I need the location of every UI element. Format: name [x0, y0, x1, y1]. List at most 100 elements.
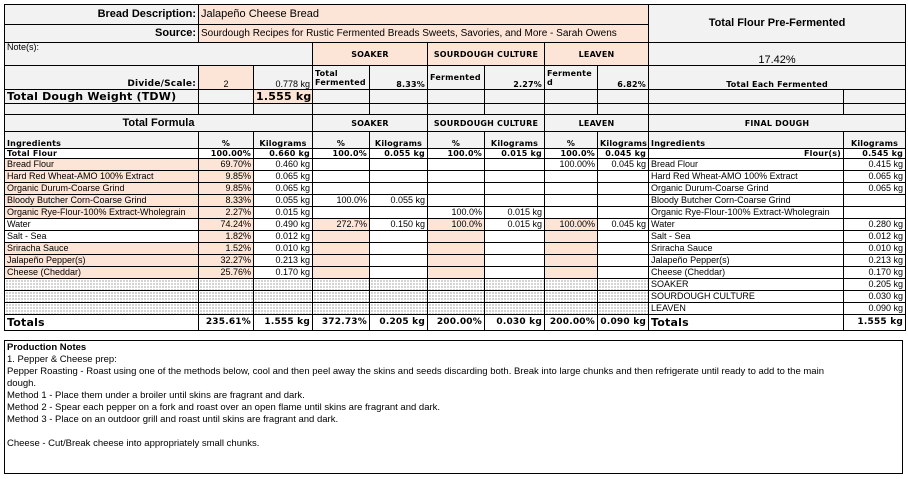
- soaker-fermented-pct: 8.33%: [369, 65, 428, 90]
- total-kg: 0.065 kg: [253, 182, 313, 195]
- soaker-pct: [312, 170, 370, 183]
- soaker-kg: [369, 242, 428, 255]
- production-notes[interactable]: Production Notes 1. Pepper & Cheese prep…: [4, 340, 903, 474]
- sourdough-pct-input[interactable]: [427, 254, 485, 267]
- total-kg: 0.015 kg: [253, 206, 313, 219]
- blank-cell: [596, 278, 650, 291]
- soaker-kg: [369, 182, 428, 195]
- leaven-kg: [596, 230, 650, 243]
- column-header-leaven-kg: Kilograms: [596, 131, 650, 149]
- ingredient-name-input[interactable]: Organic Rye-Flour-100% Extract-Wholegrai…: [4, 206, 199, 219]
- ingredient-name-input[interactable]: Jalapeño Pepper(s): [4, 254, 199, 267]
- blank-cell: [369, 278, 428, 291]
- total-kg: 0.055 kg: [253, 194, 313, 207]
- total-pct-input[interactable]: 69.70%: [198, 158, 254, 171]
- production-note-line: dough.: [7, 378, 37, 389]
- production-note-line: 1. Pepper & Cheese prep:: [7, 354, 117, 365]
- leaven-kg: 0.090 kg: [596, 314, 650, 331]
- final-ingredient-name: Jalapeño Pepper(s): [648, 254, 845, 267]
- leaven-kg: [596, 182, 650, 195]
- column-header-soaker-kg: Kilograms: [369, 131, 428, 149]
- leaven-pct-input[interactable]: [544, 230, 598, 243]
- total-kg: 0.010 kg: [253, 242, 313, 255]
- source-input[interactable]: Sourdough Recipes for Rustic Fermented B…: [197, 24, 650, 43]
- final-kg: [843, 206, 907, 219]
- soaker-pct-input[interactable]: [312, 266, 370, 279]
- leaven-kg: [596, 170, 650, 183]
- final-kg: 0.012 kg: [843, 230, 907, 243]
- total-pct-input[interactable]: 32.27%: [198, 254, 254, 267]
- production-note-line: Method 3 - Place on an outdoor grill and…: [7, 414, 339, 425]
- leaven-section-header: LEAVEN: [543, 114, 650, 132]
- total-pct-input[interactable]: 1.52%: [198, 242, 254, 255]
- leaven-pct: [544, 206, 598, 219]
- soaker-pct: [312, 206, 370, 219]
- blank-cell: [427, 278, 485, 291]
- total-pct-input[interactable]: 74.24%: [198, 218, 254, 231]
- sourdough-pct-input[interactable]: [427, 230, 485, 243]
- soaker-pct-input[interactable]: [312, 230, 370, 243]
- sourdough-culture-header: SOURDOUGH CULTURE: [427, 42, 545, 66]
- sourdough-kg: [484, 170, 545, 183]
- ingredient-name-input[interactable]: Sriracha Sauce: [4, 242, 199, 255]
- soaker-pct: 372.73%: [312, 314, 370, 331]
- ingredient-name: Salt - Sea: [4, 230, 199, 243]
- blank-cell: [596, 302, 650, 315]
- ingredient-name-input[interactable]: Organic Durum-Coarse Grind: [4, 182, 199, 195]
- column-header-ingredient-name: Ingredients: [4, 131, 199, 149]
- total-kg: 1.555 kg: [253, 314, 313, 331]
- sourdough-kg: 0.015 kg: [484, 206, 545, 219]
- soaker-pct-input[interactable]: [312, 242, 370, 255]
- total-kg: 0.460 kg: [253, 158, 313, 171]
- soaker-kg: 0.055 kg: [369, 194, 428, 207]
- bread-description-input[interactable]: Jalapeño Cheese Bread: [197, 4, 650, 25]
- ingredient-name-input[interactable]: Bloody Butcher Corn-Coarse Grind: [4, 194, 199, 207]
- blank-cell: [369, 302, 428, 315]
- blank-cell: [253, 290, 313, 303]
- ingredient-name-input[interactable]: Bread Flour: [4, 158, 199, 171]
- total-pct-input[interactable]: 1.82%: [198, 230, 254, 243]
- leaven-pct-input[interactable]: 100.00%: [544, 218, 598, 231]
- leaven-pct-input[interactable]: [544, 242, 598, 255]
- total-pct-input[interactable]: 25.76%: [198, 266, 254, 279]
- final-kg: 0.065 kg: [843, 182, 907, 195]
- notes-label[interactable]: Note(s):: [4, 42, 313, 66]
- ingredient-name-input[interactable]: Cheese (Cheddar): [4, 266, 199, 279]
- total-pct-input[interactable]: 9.85%: [198, 182, 254, 195]
- total-pct-input[interactable]: 2.27%: [198, 206, 254, 219]
- ingredient-row: Organic Durum-Coarse Grind 9.85% 0.065 kg O…: [4, 182, 907, 195]
- blank-cell: [544, 290, 598, 303]
- leaven-pct-input[interactable]: [544, 266, 598, 279]
- final-ingredient-name: Totals: [648, 314, 845, 331]
- total-pct-input[interactable]: 8.33%: [198, 194, 254, 207]
- total-kg: 0.170 kg: [253, 266, 313, 279]
- leaven-pct: 100.0%: [544, 148, 598, 159]
- divide-scale-input[interactable]: 2: [198, 65, 254, 90]
- final-ingredient-name: Sriracha Sauce: [648, 242, 845, 255]
- total-flour-prefermented-value: 17.42%: [648, 42, 907, 66]
- production-notes-title: Production Notes: [7, 342, 87, 353]
- tdw-input[interactable]: 1.555 kg: [253, 89, 313, 104]
- final-preferment-name: SOURDOUGH CULTURE: [648, 290, 845, 303]
- soaker-pct-input[interactable]: [312, 254, 370, 267]
- blank-cell: [484, 278, 545, 291]
- blank-cell: [484, 290, 545, 303]
- tdw-label: Total Dough Weight (TDW): [4, 89, 199, 104]
- sourdough-pct-input[interactable]: [427, 242, 485, 255]
- final-ingredient-name: Water: [648, 218, 845, 231]
- soaker-pct: 100.0%: [312, 148, 370, 159]
- soaker-pct-input[interactable]: 272.7%: [312, 218, 370, 231]
- sourdough-pct-input[interactable]: [427, 266, 485, 279]
- leaven-pct-input[interactable]: [544, 254, 598, 267]
- soaker-fermented-label: Total Fermented: [312, 65, 370, 90]
- total-kg: 0.660 kg: [253, 148, 313, 159]
- leaven-kg: [596, 194, 650, 207]
- ingredient-name-input[interactable]: Hard Red Wheat-AMO 100% Extract: [4, 170, 199, 183]
- total-pct-input[interactable]: 9.85%: [198, 170, 254, 183]
- ingredient-row: Bloody Butcher Corn-Coarse Grind 8.33% 0.0…: [4, 194, 907, 207]
- blank-cell: [253, 278, 313, 291]
- sourdough-pct-input[interactable]: 100.0%: [427, 218, 485, 231]
- total-formula-header: Total Formula: [4, 114, 313, 132]
- sourdough-pct: [427, 158, 485, 171]
- sourdough-fermented-label: Fermented: [427, 65, 485, 90]
